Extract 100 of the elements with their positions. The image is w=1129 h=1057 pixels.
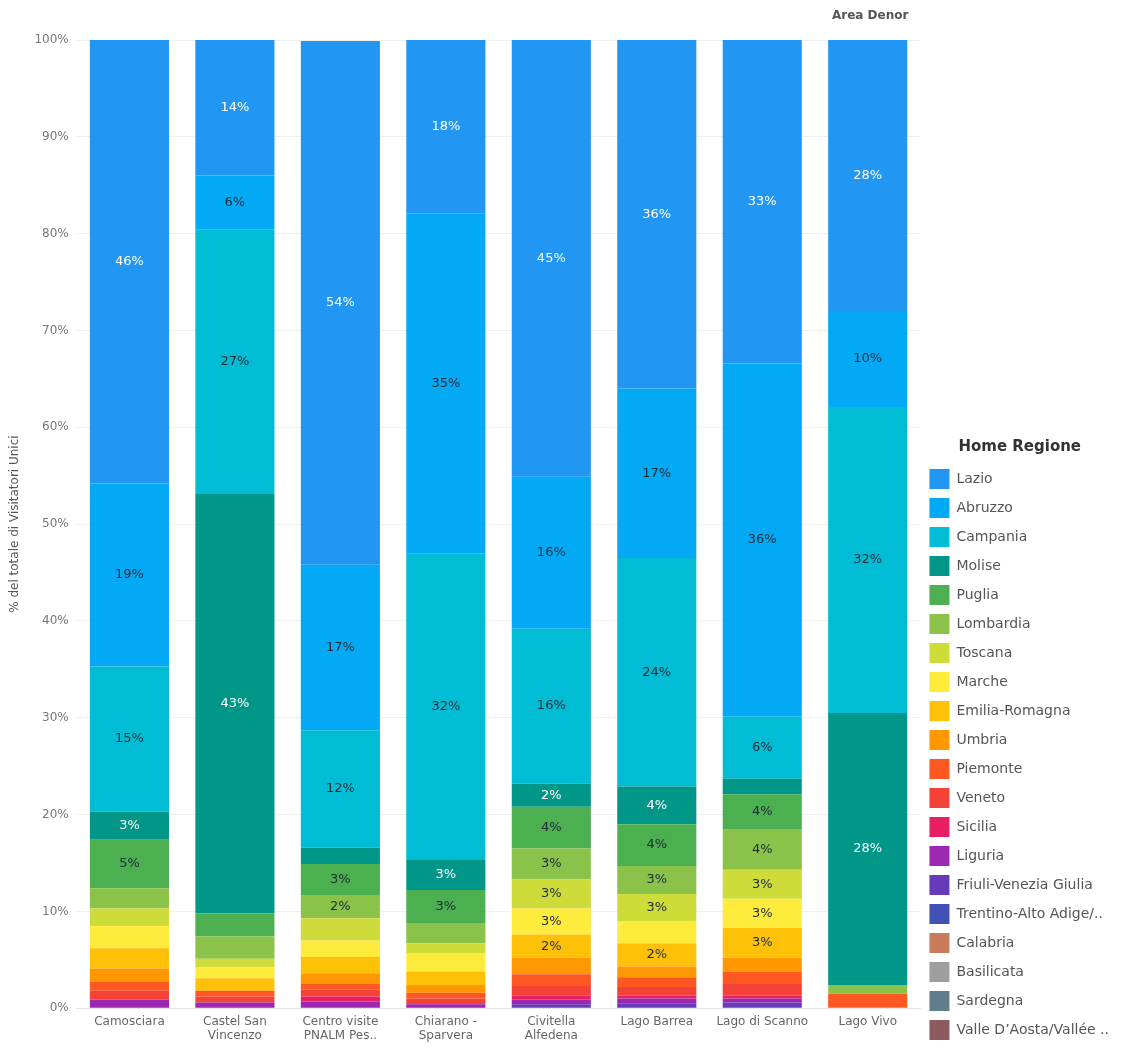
- bar: [617, 557, 697, 787]
- legend-label: Sicilia: [956, 817, 998, 834]
- legend-label: Abruzzo: [956, 498, 1013, 515]
- bar: [511, 476, 591, 629]
- legend-label: Lombardia: [956, 614, 1031, 631]
- bar: [300, 894, 380, 919]
- y-tick-label: 40%: [42, 613, 69, 628]
- bar: [89, 948, 169, 969]
- bar: [89, 839, 169, 889]
- bar: [828, 993, 908, 1008]
- bar: [195, 494, 275, 914]
- bar: [195, 1002, 275, 1008]
- x-tick-label: Lago Vivo: [838, 1013, 897, 1028]
- data-label: 28%: [853, 166, 883, 182]
- bar: [406, 984, 486, 993]
- bar: [722, 40, 802, 364]
- bar: [828, 712, 908, 985]
- bar: [617, 40, 697, 389]
- y-axis-title: % del totale di Visitatori Unici: [7, 435, 22, 613]
- legend-label: Marche: [956, 672, 1008, 689]
- data-label: 32%: [853, 551, 883, 567]
- bar: [722, 927, 802, 958]
- data-label: 4%: [646, 796, 668, 812]
- x-tick-label: Civitella Alfedena: [524, 1013, 578, 1042]
- bar: [511, 783, 591, 807]
- bar: [89, 40, 169, 484]
- bar: [511, 985, 591, 996]
- legend-label: Toscana: [955, 643, 1013, 660]
- bar: [722, 363, 802, 717]
- data-label: 33%: [747, 193, 777, 209]
- x-tick-label: Centro visite PNALM Pes..: [302, 1013, 379, 1042]
- bar: [828, 984, 908, 994]
- data-label: 17%: [325, 638, 355, 654]
- data-label: 27%: [220, 353, 250, 369]
- data-label: 10%: [853, 350, 883, 366]
- bar: [722, 869, 802, 899]
- bar: [617, 388, 697, 558]
- legend-label: Puglia: [956, 585, 999, 602]
- y-tick-label: 20%: [42, 806, 69, 821]
- bar: [617, 943, 697, 967]
- bar: [511, 957, 591, 975]
- bar: [511, 1004, 591, 1008]
- bar: [511, 848, 591, 880]
- y-tick-label: 90%: [42, 128, 69, 143]
- bar: [828, 40, 908, 312]
- legend-label: Veneto: [956, 788, 1006, 805]
- legend-label: Basilicata: [956, 962, 1024, 979]
- y-tick-label: 100%: [34, 32, 69, 47]
- data-label: 4%: [541, 819, 562, 835]
- bar: [722, 898, 802, 928]
- x-tick-label: Lago Barrea: [620, 1013, 694, 1028]
- bar: [511, 806, 591, 849]
- bar: [300, 956, 380, 974]
- bar: [406, 943, 486, 954]
- bar: [89, 666, 169, 812]
- data-label: 3%: [541, 885, 562, 901]
- bar: [300, 564, 380, 731]
- y-tick-label: 30%: [42, 709, 69, 724]
- bar: [617, 986, 697, 996]
- bar: [89, 982, 169, 991]
- bar: [195, 40, 275, 176]
- legend-label: Trentino-Alto Adige/..: [955, 904, 1103, 921]
- bar: [406, 923, 486, 944]
- legend-label: Emilia-Romagna: [956, 701, 1071, 718]
- bar: [300, 863, 380, 895]
- bar: [195, 967, 275, 979]
- x-tick-label: Castel San Vincenzo: [203, 1013, 267, 1042]
- data-label: 15%: [114, 730, 144, 746]
- legend-label: Friuli-Venezia Giulia: [956, 875, 1093, 892]
- data-label: 3%: [119, 817, 140, 833]
- legend-label: Umbria: [956, 730, 1008, 747]
- data-label: 5%: [119, 855, 140, 871]
- bar: [300, 918, 380, 941]
- data-label: 28%: [853, 840, 883, 856]
- data-label: 2%: [646, 946, 668, 962]
- legend-label: Valle D’Aosta/Vallée ..: [956, 1020, 1109, 1037]
- bar: [300, 989, 380, 997]
- bar: [722, 957, 802, 972]
- legend-label: Calabria: [956, 933, 1015, 950]
- bar: [300, 847, 380, 864]
- data-label: 3%: [751, 875, 773, 891]
- data-label: 3%: [541, 855, 562, 871]
- data-label: 54%: [325, 294, 355, 310]
- data-label: 16%: [536, 697, 566, 713]
- data-label: 24%: [642, 663, 672, 679]
- bar: [89, 908, 169, 926]
- bar: [722, 995, 802, 999]
- y-tick-label: 10%: [42, 903, 69, 918]
- x-tick-label: Chiarano - Sparvera: [414, 1013, 477, 1042]
- y-tick-label: 70%: [42, 322, 69, 337]
- data-label: 18%: [431, 118, 461, 134]
- data-label: 35%: [431, 374, 461, 390]
- bar: [406, 40, 486, 214]
- bar: [617, 865, 697, 894]
- data-label: 3%: [646, 898, 668, 914]
- bar: [828, 311, 908, 407]
- y-tick-label: 60%: [42, 419, 69, 434]
- bar: [511, 934, 591, 958]
- legend-label: Piemonte: [956, 759, 1023, 776]
- bar: [89, 483, 169, 667]
